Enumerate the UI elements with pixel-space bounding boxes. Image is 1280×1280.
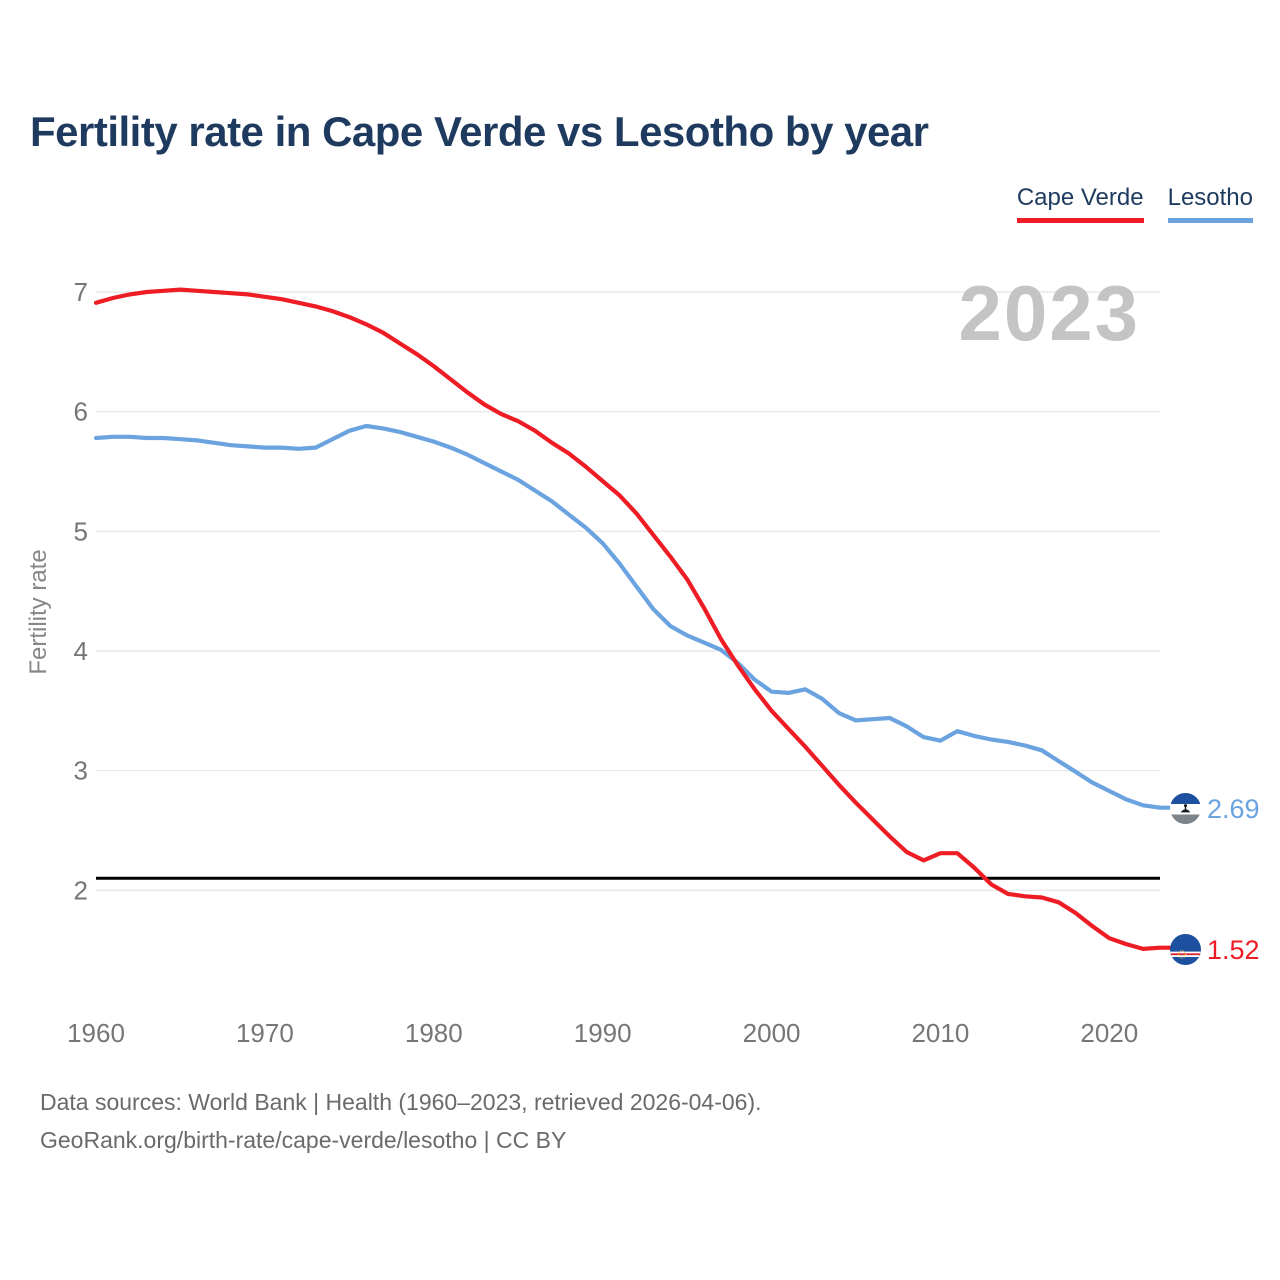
y-tick-label: 3 [74, 756, 88, 786]
legend-item-lesotho[interactable]: Lesotho [1167, 184, 1253, 223]
lesotho-flag-icon [1170, 793, 1201, 824]
y-tick-label: 4 [74, 636, 88, 666]
x-tick-label: 1980 [405, 1018, 463, 1048]
footer-source-line: Data sources: World Bank | Health (1960–… [40, 1089, 762, 1115]
year-watermark: 2023 [958, 269, 1140, 357]
x-tick-label: 1990 [574, 1018, 632, 1048]
x-tick-label: 2020 [1080, 1018, 1138, 1048]
x-tick-label: 2010 [911, 1018, 969, 1048]
y-tick-label: 2 [74, 875, 88, 905]
y-tick-label: 5 [74, 516, 88, 546]
legend-item-cape-verde[interactable]: Cape Verde [1016, 184, 1144, 223]
lesotho-line [93, 423, 1175, 810]
cape-verde-value-label: 1.52 [1207, 935, 1260, 965]
page-title: Fertility rate in Cape Verde vs Lesotho … [30, 108, 929, 155]
x-tick-label: 1960 [67, 1018, 125, 1048]
cape-verde-line [93, 287, 1175, 952]
y-axis-label: Fertility rate [25, 549, 52, 674]
footer-license-line: GeoRank.org/birth-rate/cape-verde/lesoth… [40, 1127, 567, 1153]
x-tick-label: 2000 [743, 1018, 801, 1048]
y-tick-label: 7 [74, 277, 88, 307]
cape-verde-flag-icon [1170, 934, 1201, 965]
chart-footer: Data sources: World Bank | Health (1960–… [40, 1083, 762, 1159]
lesotho-value-label: 2.69 [1207, 794, 1260, 824]
y-tick-label: 6 [74, 397, 88, 427]
x-tick-label: 1970 [236, 1018, 294, 1048]
legend: Cape Verde Lesotho [1016, 184, 1253, 223]
